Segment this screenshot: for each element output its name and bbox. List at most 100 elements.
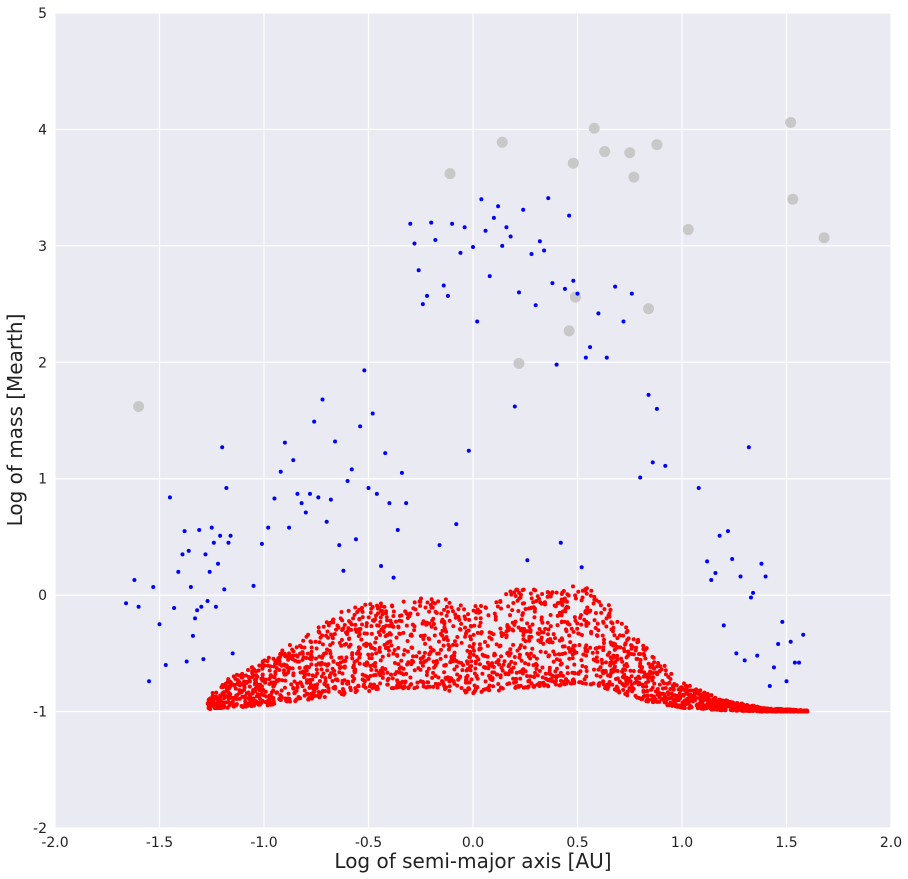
red-point [515, 587, 520, 592]
red-point [467, 644, 472, 649]
red-point [615, 644, 620, 649]
red-point [353, 627, 358, 632]
red-point [703, 697, 708, 702]
y-tick-label: 1 [38, 472, 47, 488]
blue-point [412, 241, 417, 246]
red-point [342, 658, 347, 663]
red-point [385, 641, 390, 646]
red-point [357, 661, 362, 666]
red-point [478, 620, 483, 625]
red-point [250, 665, 255, 670]
red-point [369, 631, 374, 636]
red-point [291, 649, 296, 654]
red-point [519, 617, 524, 622]
red-point [660, 691, 665, 696]
blue-point [558, 540, 563, 545]
red-point [531, 587, 536, 592]
red-point [260, 672, 265, 677]
red-point [529, 596, 534, 601]
red-point [378, 601, 383, 606]
red-point [439, 647, 444, 652]
blue-point [307, 491, 312, 496]
red-point [576, 589, 581, 594]
red-point [304, 656, 309, 661]
red-point [322, 694, 327, 699]
red-point [222, 696, 227, 701]
red-point [526, 662, 531, 667]
red-point [645, 693, 650, 698]
red-point [593, 611, 598, 616]
red-point [252, 682, 257, 687]
red-point [504, 635, 509, 640]
red-point [472, 671, 477, 676]
red-point [478, 616, 483, 621]
red-point [257, 702, 262, 707]
red-point [545, 594, 550, 599]
red-point [665, 681, 670, 686]
red-point [317, 654, 322, 659]
red-point [397, 631, 402, 636]
red-point [228, 692, 233, 697]
blue-point [291, 458, 296, 463]
red-point [350, 652, 355, 657]
red-point [452, 650, 457, 655]
red-point [594, 655, 599, 660]
blue-point [230, 651, 235, 656]
red-point [531, 600, 536, 605]
blue-point [550, 281, 555, 286]
red-point [447, 618, 452, 623]
blue-point [792, 660, 797, 665]
blue-point [433, 238, 438, 243]
red-point [240, 682, 245, 687]
red-point [431, 616, 436, 621]
red-point [387, 631, 392, 636]
blue-point [391, 575, 396, 580]
red-point [539, 635, 544, 640]
red-point [472, 623, 477, 628]
red-point [329, 655, 334, 660]
red-point [392, 661, 397, 666]
red-point [579, 632, 584, 637]
red-point [459, 621, 464, 626]
red-point [315, 682, 320, 687]
red-point [646, 676, 651, 681]
red-point [635, 656, 640, 661]
red-point [363, 602, 368, 607]
red-point [244, 701, 249, 706]
red-point [351, 665, 356, 670]
red-point [371, 618, 376, 623]
blue-point [213, 604, 218, 609]
blue-point [132, 578, 137, 583]
red-point [231, 703, 236, 708]
red-point [454, 643, 459, 648]
red-point [418, 656, 423, 661]
red-point [302, 688, 307, 693]
red-point [291, 686, 296, 691]
red-point [398, 665, 403, 670]
red-point [560, 644, 565, 649]
red-point [332, 668, 337, 673]
blue-point [450, 221, 455, 226]
red-point [750, 705, 755, 710]
red-point [292, 691, 297, 696]
red-point [451, 642, 456, 647]
red-point [441, 643, 446, 648]
red-point [557, 658, 562, 663]
red-point [290, 666, 295, 671]
red-point [497, 644, 502, 649]
red-point [545, 590, 550, 595]
red-point [528, 628, 533, 633]
red-point [346, 608, 351, 613]
red-point [520, 671, 525, 676]
x-tick-label: 1.0 [671, 835, 693, 851]
blue-point [366, 486, 371, 491]
red-point [631, 637, 636, 642]
red-point [644, 689, 649, 694]
red-point [692, 692, 697, 697]
blue-point [383, 451, 388, 456]
red-point [512, 590, 517, 595]
red-point [558, 670, 563, 675]
blue-point [746, 445, 751, 450]
red-point [631, 669, 636, 674]
red-point [612, 647, 617, 652]
